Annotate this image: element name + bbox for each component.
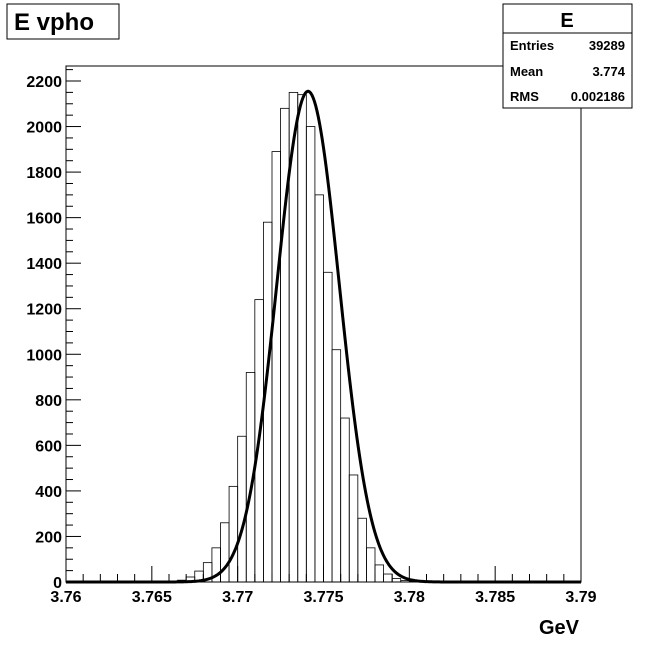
y-tick-label: 1000 — [26, 347, 62, 364]
y-tick-label: 0 — [53, 575, 62, 592]
histogram-bin — [400, 580, 410, 583]
chart-title: E vpho — [14, 9, 94, 36]
histogram-bin — [374, 564, 384, 583]
histogram-bin — [331, 349, 342, 583]
stats-rms-value: 0.002186 — [571, 89, 625, 104]
y-axis: 0 200 400 600 800 1000 1200 1400 1600 1800 2000 220… — [26, 66, 81, 592]
stats-entries-label: Entries — [510, 38, 554, 53]
histogram-bin — [305, 126, 316, 583]
y-tick-label: 800 — [35, 393, 62, 410]
y-tick-label: 1600 — [26, 211, 62, 228]
y-tick-label: 1200 — [26, 302, 62, 319]
stats-mean-value: 3.774 — [592, 64, 625, 79]
y-tick-label: 2200 — [26, 74, 62, 91]
y-tick-label: 400 — [35, 484, 62, 501]
x-tick-label: 3.79 — [565, 589, 596, 606]
histogram-bin — [237, 435, 247, 583]
y-tick-label: 1400 — [26, 256, 62, 273]
histogram-bin — [228, 485, 239, 583]
histogram-bin — [297, 94, 307, 583]
histogram-bin — [323, 271, 333, 583]
y-tick-label: 1800 — [26, 165, 62, 182]
x-tick-label: 3.775 — [303, 589, 343, 606]
y-tick-label: 600 — [35, 438, 62, 455]
x-tick-label: 3.76 — [50, 589, 81, 606]
stats-entries-value: 39289 — [589, 38, 625, 53]
x-tick-label: 3.77 — [222, 589, 253, 606]
gaussian-fit-curve — [66, 89, 581, 584]
x-tick-label: 3.785 — [475, 589, 515, 606]
histogram-bin — [357, 517, 367, 583]
histogram-bin — [348, 474, 359, 583]
histogram-bin — [391, 578, 402, 583]
histogram-bin — [314, 194, 324, 583]
stats-title: E — [560, 10, 573, 32]
stats-rms-label: RMS — [510, 89, 539, 104]
stats-mean-label: Mean — [510, 64, 543, 79]
y-tick-label: 2000 — [26, 120, 62, 137]
y-tick-label: 200 — [35, 529, 62, 546]
stats-box: E Entries 39289 Mean 3.774 RMS 0.002186 — [502, 3, 633, 109]
x-axis-label: GeV — [539, 617, 580, 639]
x-tick-label: 3.765 — [132, 589, 172, 606]
title-box: E vpho — [6, 3, 120, 40]
histogram-bin — [383, 573, 393, 583]
histogram-bars — [168, 91, 427, 583]
histogram-bin — [340, 417, 350, 583]
histogram-bin — [271, 151, 281, 583]
histogram-bin — [366, 547, 376, 583]
x-tick-label: 3.78 — [394, 589, 425, 606]
